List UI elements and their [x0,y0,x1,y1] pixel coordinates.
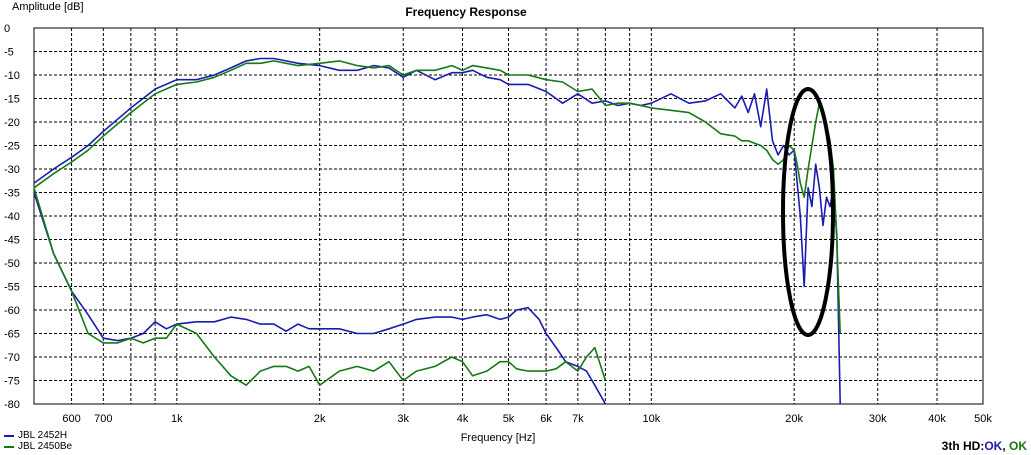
status-label: 3th HD: [941,439,985,453]
y-tick-label: -5 [4,47,14,59]
y-tick-label: -10 [4,70,20,82]
x-tick-label: 6k [540,413,552,425]
y-tick-label: -80 [4,399,20,411]
y-tick-label: -20 [4,117,20,129]
x-tick-label: 50k [974,413,992,425]
y-tick-label: 0 [4,23,10,35]
x-tick-label: 600 [62,413,80,425]
highlight-ellipse [781,87,835,337]
x-tick-label: 10k [642,413,660,425]
y-tick-label: -55 [4,282,20,294]
x-tick-label: 700 [94,413,112,425]
y-tick-label: -60 [4,305,20,317]
y-tick-label: -50 [4,258,20,270]
y-tick-label: -40 [4,211,20,223]
x-tick-label: 3k [397,413,409,425]
legend-item: JBL 2452H [4,430,72,441]
status-readout: 3th HD:OK, OK [942,439,1027,453]
series-lines [33,57,841,405]
chart-title: Frequency Response [405,5,527,19]
x-tick-label: 20k [785,413,803,425]
y-tick-label: -15 [4,94,20,106]
series-line [33,187,607,387]
y-axis-title: Amplitude [dB] [12,1,84,13]
x-tick-label: 2k [314,413,326,425]
y-tick-label: -75 [4,376,20,388]
legend: JBL 2452H JBL 2450Be [4,430,72,452]
y-tick-labels: 0 -5 -10 -15 -20 -25 -30 -35 -40 -45 -50 -55 -60 -65 -… [4,23,20,411]
y-tick-label: -70 [4,352,20,364]
x-tick-label: 30k [869,413,887,425]
legend-label: JBL 2450Be [18,441,73,452]
legend-item: JBL 2450Be [4,441,72,452]
legend-label: JBL 2452H [18,430,68,441]
legend-swatch [4,434,14,437]
y-tick-label: -65 [4,329,20,341]
series-line [33,57,841,405]
x-tick-labels: 600 700 1k 2k 3k 4k 5k 6k 7k 10k 20k 30k 40k 50k [62,413,992,425]
y-tick-label: -30 [4,164,20,176]
y-tick-label: -25 [4,141,20,153]
status-ok-2: OK [1009,439,1027,453]
series-line [33,192,607,405]
y-tick-label: -35 [4,188,20,200]
y-tick-label: -45 [4,235,20,247]
x-tick-label: 4k [457,413,469,425]
x-tick-label: 40k [928,413,946,425]
x-axis-title: Frequency [Hz] [461,432,536,444]
x-tick-label: 1k [171,413,183,425]
status-separator: , [1002,439,1009,453]
x-tick-label: 7k [572,413,584,425]
series-line [33,60,841,334]
status-ok-1: OK [984,439,1003,453]
legend-swatch [4,445,14,448]
x-tick-label: 5k [503,413,515,425]
